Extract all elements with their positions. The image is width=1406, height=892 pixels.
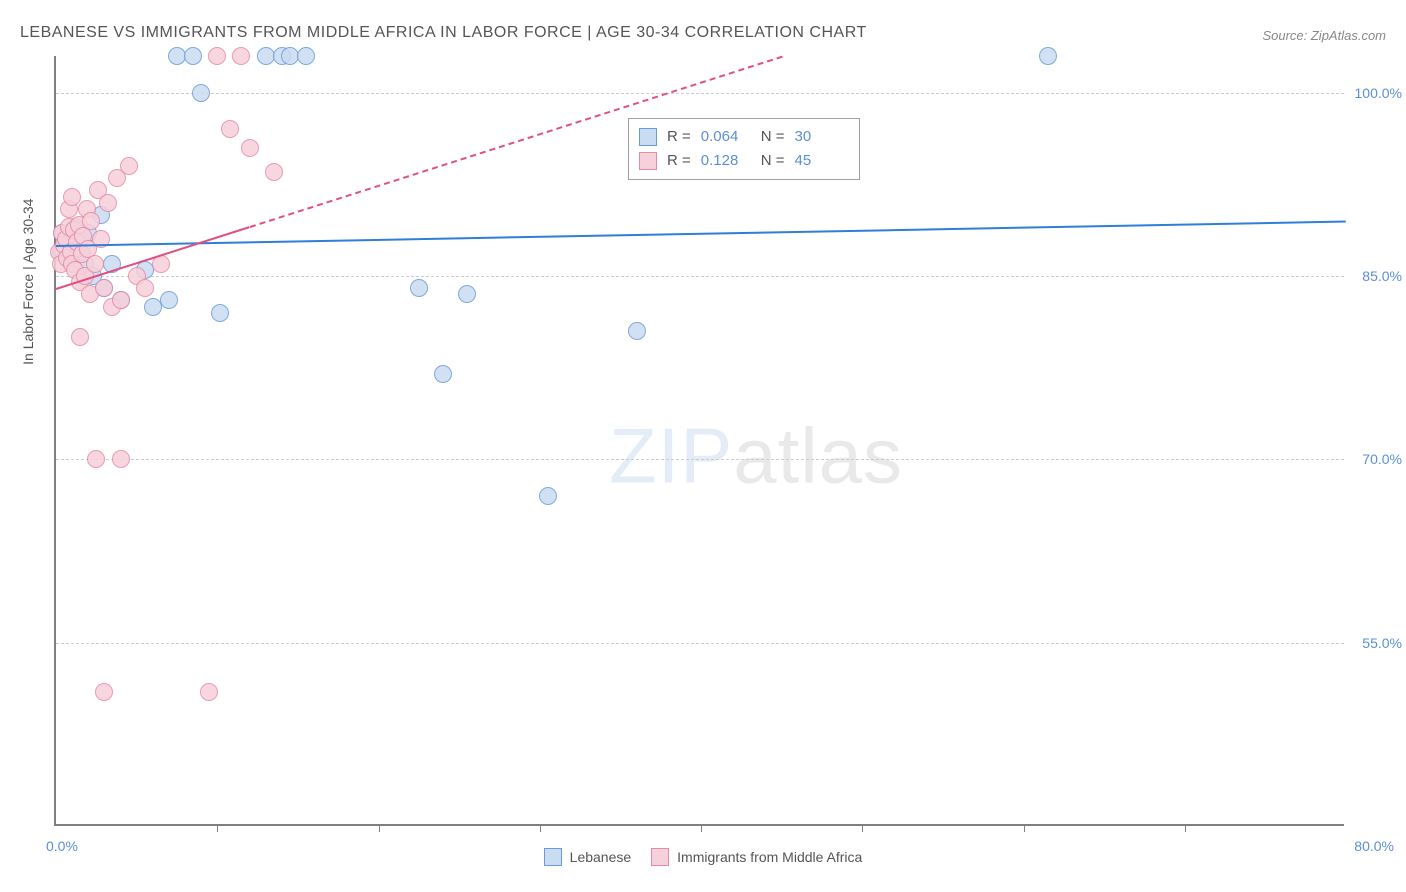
y-tick-label: 70.0% — [1362, 451, 1402, 467]
scatter-point — [200, 683, 218, 701]
x-tick — [701, 824, 702, 832]
bottom-legend: Lebanese Immigrants from Middle Africa — [0, 848, 1406, 866]
scatter-point — [628, 322, 646, 340]
y-axis-title: In Labor Force | Age 30-34 — [20, 199, 36, 365]
legend-label-lebanese: Lebanese — [570, 849, 632, 865]
scatter-point — [221, 120, 239, 138]
y-tick-label: 100.0% — [1355, 85, 1402, 101]
n-value-lebanese: 30 — [795, 125, 845, 149]
scatter-point — [232, 47, 250, 65]
source-attribution: Source: ZipAtlas.com — [1262, 28, 1386, 43]
gridline-h — [56, 276, 1344, 277]
scatter-point — [63, 188, 81, 206]
scatter-point — [71, 328, 89, 346]
x-tick — [862, 824, 863, 832]
scatter-point — [208, 47, 226, 65]
stats-row-africa: R = 0.128 N = 45 — [639, 149, 845, 173]
scatter-point — [95, 279, 113, 297]
y-tick-label: 55.0% — [1362, 635, 1402, 651]
scatter-point — [434, 365, 452, 383]
scatter-point — [112, 450, 130, 468]
gridline-h — [56, 93, 1344, 94]
legend-item-lebanese: Lebanese — [544, 848, 632, 866]
n-label: N = — [761, 149, 785, 173]
chart-container: LEBANESE VS IMMIGRANTS FROM MIDDLE AFRIC… — [0, 0, 1406, 892]
x-tick — [540, 824, 541, 832]
swatch-africa — [639, 152, 657, 170]
plot-area: ZIPatlas R = 0.064 N = 30 R = 0.128 N = … — [54, 56, 1344, 826]
r-label: R = — [667, 125, 691, 149]
stats-row-lebanese: R = 0.064 N = 30 — [639, 125, 845, 149]
scatter-point — [211, 304, 229, 322]
x-tick — [379, 824, 380, 832]
x-tick — [1185, 824, 1186, 832]
scatter-point — [160, 291, 178, 309]
x-tick — [1024, 824, 1025, 832]
scatter-point — [87, 450, 105, 468]
scatter-point — [265, 163, 283, 181]
x-tick — [217, 824, 218, 832]
scatter-point — [120, 157, 138, 175]
scatter-point — [410, 279, 428, 297]
n-value-africa: 45 — [795, 149, 845, 173]
swatch-lebanese — [639, 128, 657, 146]
scatter-point — [241, 139, 259, 157]
watermark-zip: ZIP — [609, 412, 733, 500]
r-value-africa: 0.128 — [701, 149, 751, 173]
scatter-point — [184, 47, 202, 65]
scatter-point — [82, 212, 100, 230]
scatter-point — [297, 47, 315, 65]
r-label: R = — [667, 149, 691, 173]
scatter-point — [1039, 47, 1057, 65]
scatter-point — [95, 683, 113, 701]
scatter-point — [192, 84, 210, 102]
legend-swatch-lebanese — [544, 848, 562, 866]
n-label: N = — [761, 125, 785, 149]
scatter-point — [112, 291, 130, 309]
stats-legend-box: R = 0.064 N = 30 R = 0.128 N = 45 — [628, 118, 860, 180]
scatter-point — [99, 194, 117, 212]
scatter-point — [458, 285, 476, 303]
legend-swatch-africa — [651, 848, 669, 866]
r-value-lebanese: 0.064 — [701, 125, 751, 149]
scatter-point — [136, 279, 154, 297]
legend-label-africa: Immigrants from Middle Africa — [677, 849, 862, 865]
legend-item-africa: Immigrants from Middle Africa — [651, 848, 862, 866]
watermark-atlas: atlas — [733, 412, 903, 500]
y-tick-label: 85.0% — [1362, 268, 1402, 284]
scatter-point — [86, 255, 104, 273]
watermark: ZIPatlas — [609, 411, 903, 502]
gridline-h — [56, 459, 1344, 460]
scatter-point — [539, 487, 557, 505]
gridline-h — [56, 643, 1344, 644]
chart-title: LEBANESE VS IMMIGRANTS FROM MIDDLE AFRIC… — [20, 24, 867, 42]
